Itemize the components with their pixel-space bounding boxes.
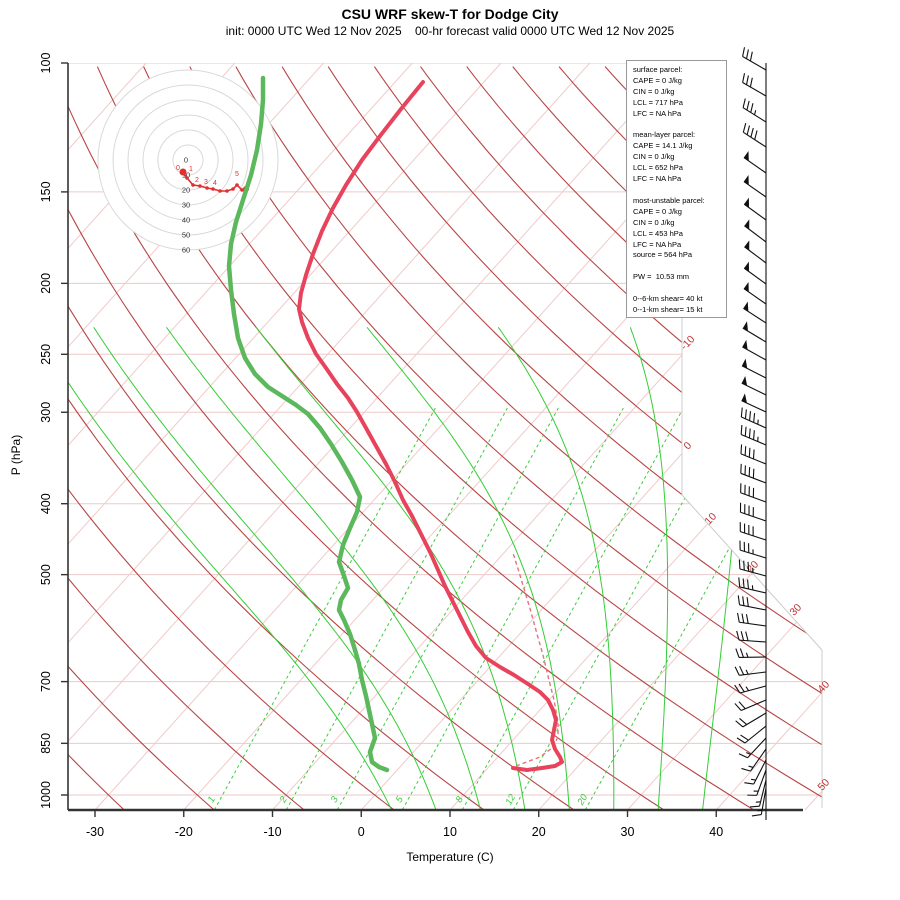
temperature-tick-label: 10 (443, 825, 457, 839)
x-axis-label: Temperature (C) (406, 850, 494, 864)
info-box-line: 0--6-km shear= 40 kt (633, 294, 703, 304)
temperature-tick-label: -30 (86, 825, 104, 839)
hodograph-height-label: 4 (213, 180, 217, 187)
pressure-tick-label: 200 (39, 273, 53, 294)
mixing-ratio-label: 3 (329, 794, 342, 805)
mixing-ratio-label: 1 (206, 795, 218, 805)
temperature-tick-label: 0 (358, 825, 365, 839)
hodograph-height-label: 2 (195, 177, 199, 184)
info-box-line: LCL = 453 hPa (633, 228, 683, 238)
info-box-line: CAPE = 14.1 J/kg (633, 141, 693, 151)
isotherm-edge-label: -10 (678, 333, 697, 352)
hodograph-ring-label: 40 (182, 216, 190, 225)
info-box-line (633, 283, 726, 294)
info-box-line: mean-layer parcel: (633, 130, 696, 140)
hodograph-height-label: 1 (189, 166, 193, 173)
pressure-tick-label: 850 (39, 733, 53, 754)
info-box-line: LFC = NA hPa (633, 239, 682, 249)
hodograph-ring-label: 0 (184, 156, 188, 165)
hodograph-ring-label: 60 (182, 246, 190, 255)
info-box-line (633, 120, 726, 131)
info-box-line: LFC = NA hPa (633, 174, 682, 184)
hodograph-ring-label: 50 (182, 231, 190, 240)
pressure-tick-label: 1000 (39, 781, 53, 809)
page-title: CSU WRF skew-T for Dodge City (341, 6, 559, 22)
mixing-ratio-labels: 1 2 3 5 8 12 20 (206, 792, 591, 808)
pressure-tick-label: 500 (39, 564, 53, 585)
pressure-tick-label: 150 (39, 181, 53, 202)
hodograph-height-label: 3 (204, 179, 208, 186)
info-box-line: CIN = 0 J/kg (633, 152, 675, 162)
page-subtitle: init: 0000 UTC Wed 12 Nov 2025 00-hr for… (225, 24, 675, 38)
info-box-line: CAPE = 0 J/kg (633, 206, 682, 216)
isotherm-edge-label: 30 (787, 601, 804, 618)
mixing-ratio-lines (213, 407, 807, 810)
pressure-tick-label: 100 (39, 53, 53, 74)
parcel-trace-line (512, 552, 559, 767)
info-box-line: surface parcel: (633, 65, 683, 74)
info-box-line: LCL = 652 hPa (633, 163, 683, 173)
pressure-tick-label: 400 (39, 493, 53, 514)
info-box-line: CIN = 0 J/kg (633, 217, 675, 227)
info-box-line (633, 185, 726, 196)
temperature-tick-label: 40 (709, 825, 723, 839)
pressure-tick-label: 700 (39, 671, 53, 692)
mixing-ratio-label: 5 (394, 794, 407, 805)
pressure-tick-label: 300 (39, 402, 53, 423)
info-box-line: source = 564 hPa (633, 250, 693, 260)
hodograph-ring-label: 20 (182, 186, 190, 195)
isotherm-edge-label: 50 (815, 776, 832, 793)
mixing-ratio-label: 20 (575, 792, 591, 808)
mixing-ratio-label: 8 (454, 794, 467, 805)
sounding-profiles (226, 75, 564, 773)
parcel-info-box: surface parcel: CAPE = 0 J/kg CIN = 0 J/kg… (626, 60, 727, 318)
isotherm-edge-label: 0 (681, 440, 694, 453)
isotherm-edge-label: 10 (702, 510, 719, 527)
info-box-line: LCL = 717 hPa (633, 97, 683, 107)
pressure-tick-label: 250 (39, 344, 53, 365)
temperature-tick-label: 20 (532, 825, 546, 839)
mixing-ratio-label: 2 (277, 794, 290, 806)
info-box-line: CAPE = 0 J/kg (633, 75, 682, 85)
isotherm-edge-label: 40 (815, 678, 832, 695)
moist-adiabat-lines (68, 326, 742, 810)
y-axis-label: P (hPa) (9, 434, 23, 476)
info-box-line (633, 261, 726, 272)
info-box-line: most-unstable parcel: (633, 195, 705, 205)
temperature-tick-label: -20 (175, 825, 193, 839)
info-box-line: 0--1-km shear= 15 kt (633, 304, 703, 314)
hodograph-height-label: 0 (176, 165, 180, 172)
hodograph-ring-label: 30 (182, 201, 190, 210)
temperature-tick-label: -10 (263, 825, 281, 839)
dewpoint-profile-line (226, 75, 390, 773)
hodograph-height-label: 5 (235, 171, 239, 178)
info-box-line: LFC = NA hPa (633, 108, 682, 118)
hodograph-ring-label: 10 (182, 171, 190, 180)
info-box-line: PW = 10.53 mm (633, 272, 690, 282)
temperature-tick-label: 30 (621, 825, 635, 839)
info-box-line: CIN = 0 J/kg (633, 86, 675, 96)
wind-barbs (734, 47, 767, 820)
temperature-profile-line (297, 80, 564, 772)
